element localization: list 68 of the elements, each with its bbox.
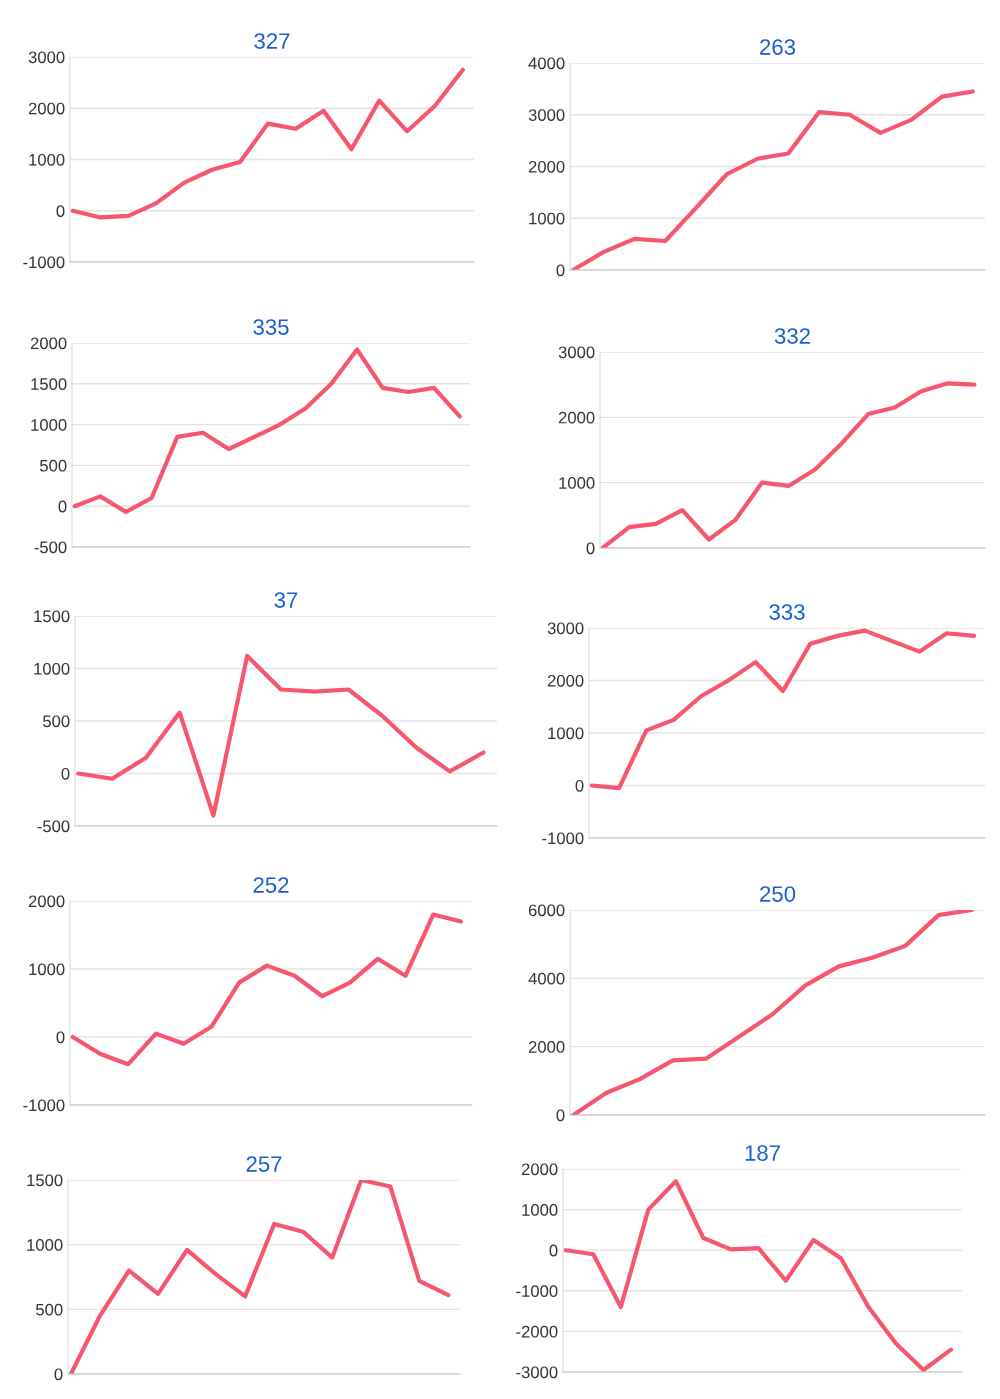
y-tick-label: 2000 xyxy=(528,1041,565,1053)
chart-title: 332 xyxy=(774,328,810,344)
y-tick-label: 1000 xyxy=(559,477,595,489)
y-tick-label: 1000 xyxy=(31,419,67,431)
y-tick-label: 500 xyxy=(40,459,67,472)
line-series xyxy=(600,381,977,548)
y-tick-label: -1000 xyxy=(23,1099,65,1112)
y-tick-label: 1000 xyxy=(548,727,584,740)
y-tick-label: -500 xyxy=(34,541,67,554)
y-tick-label: 2000 xyxy=(521,1163,558,1176)
y-tick-label: 0 xyxy=(556,264,565,277)
chart-title: 333 xyxy=(769,604,805,620)
line-series xyxy=(76,653,486,818)
y-tick-label: 0 xyxy=(54,1368,63,1381)
y-tick-label: 500 xyxy=(36,1303,63,1316)
y-tick-label: 0 xyxy=(58,500,67,513)
y-tick-label: -1000 xyxy=(542,832,584,845)
line-series xyxy=(563,1179,954,1372)
line-series xyxy=(589,628,977,791)
chart-title: 335 xyxy=(253,319,289,335)
y-tick-label: 2000 xyxy=(528,160,565,173)
line-series xyxy=(70,912,463,1067)
line-series xyxy=(68,1180,451,1374)
y-tick-label: -500 xyxy=(37,820,70,833)
y-tick-label: 1000 xyxy=(29,963,65,976)
y-tick-label: 3000 xyxy=(28,51,65,64)
y-tick-label: 1000 xyxy=(29,153,65,166)
chart-title: 257 xyxy=(246,1156,282,1172)
line-series xyxy=(72,347,462,514)
y-tick-label: 0 xyxy=(556,1109,565,1122)
y-tick-label: 6000 xyxy=(528,904,565,917)
y-tick-label: 0 xyxy=(549,1244,558,1257)
y-tick-label: 0 xyxy=(61,767,70,780)
y-tick-label: 2000 xyxy=(28,895,65,908)
y-tick-label: 4000 xyxy=(528,972,565,985)
y-tick-label: 1000 xyxy=(27,1239,63,1251)
chart-title: 263 xyxy=(760,39,796,55)
line-series xyxy=(70,67,465,220)
y-tick-label: 500 xyxy=(43,715,70,728)
line-series xyxy=(571,910,974,1115)
chart-title: 187 xyxy=(745,1145,780,1161)
y-tick-label: 1000 xyxy=(522,1204,558,1216)
y-tick-label: 1500 xyxy=(27,1174,63,1187)
y-tick-label: 1000 xyxy=(34,662,70,675)
y-tick-label: 2000 xyxy=(558,411,595,424)
y-tick-label: 2000 xyxy=(28,102,65,115)
y-tick-label: 0 xyxy=(56,205,65,217)
y-tick-label: 0 xyxy=(575,779,584,792)
y-tick-label: 4000 xyxy=(528,57,565,70)
line-series xyxy=(570,89,975,270)
y-tick-label: -2000 xyxy=(516,1325,558,1338)
chart-title: 37 xyxy=(274,592,298,608)
y-tick-label: 0 xyxy=(586,542,595,555)
y-tick-label: 3000 xyxy=(547,622,584,635)
chart-title: 252 xyxy=(253,877,289,893)
chart-title: 327 xyxy=(254,33,290,49)
y-tick-label: -1000 xyxy=(23,256,65,269)
y-tick-label: 2000 xyxy=(30,337,67,350)
y-tick-label: 1500 xyxy=(34,610,70,623)
y-tick-label: -3000 xyxy=(516,1366,558,1379)
y-tick-label: 1000 xyxy=(529,212,565,225)
chart-title: 250 xyxy=(760,886,796,902)
y-tick-label: 3000 xyxy=(558,346,595,359)
y-tick-label: 0 xyxy=(56,1031,65,1044)
y-tick-label: 3000 xyxy=(528,109,565,121)
y-tick-label: -1000 xyxy=(516,1285,558,1297)
y-tick-label: 1500 xyxy=(31,378,67,390)
y-tick-label: 2000 xyxy=(547,674,584,687)
